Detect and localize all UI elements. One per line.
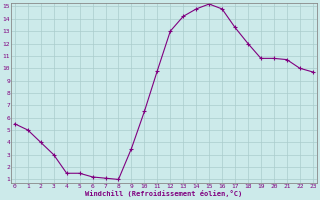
X-axis label: Windchill (Refroidissement éolien,°C): Windchill (Refroidissement éolien,°C) — [85, 190, 243, 197]
